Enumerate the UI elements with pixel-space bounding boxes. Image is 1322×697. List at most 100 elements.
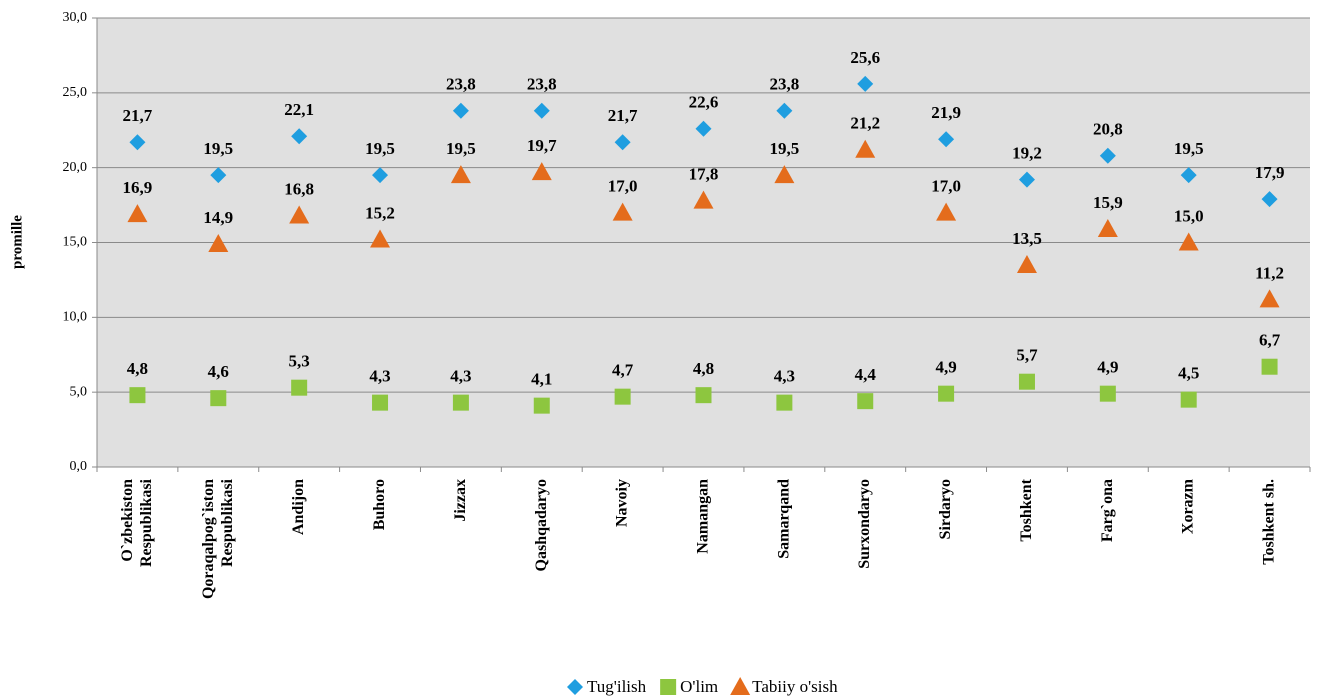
value-label: 15,0 (1174, 206, 1204, 225)
value-label: 4,7 (612, 361, 634, 380)
marker (450, 165, 471, 184)
value-label: 19,5 (446, 139, 476, 158)
marker (1178, 232, 1199, 251)
x-tick-label: Qashqadaryo (532, 479, 549, 571)
value-label: 19,7 (527, 136, 557, 155)
x-tick-label: Qoraqalpog`iston Respublikasi (199, 478, 235, 599)
marker (1259, 289, 1280, 308)
marker (693, 190, 714, 209)
value-label: 4,5 (1178, 364, 1199, 383)
marker (1099, 385, 1116, 402)
value-label: 4,8 (127, 359, 148, 378)
value-label: 4,9 (935, 358, 956, 377)
y-tick-label: 30,0 (63, 10, 88, 25)
y-tick-label: 0,0 (70, 459, 88, 474)
marker (938, 385, 955, 402)
value-label: 20,8 (1093, 120, 1123, 139)
marker (1261, 191, 1278, 208)
y-tick-label: 25,0 (63, 85, 88, 100)
marker (1097, 219, 1118, 238)
marker (1180, 167, 1197, 184)
marker (855, 139, 876, 158)
value-label: 17,0 (608, 176, 638, 195)
value-label: 4,9 (1097, 358, 1118, 377)
marker (289, 205, 310, 224)
marker (129, 387, 146, 404)
marker (660, 679, 677, 695)
x-tick-label: Surxondaryo (856, 479, 873, 569)
value-label: 15,2 (365, 203, 395, 222)
value-label: 4,1 (531, 370, 552, 389)
marker (210, 390, 227, 407)
value-label: 15,9 (1093, 193, 1123, 212)
marker (936, 202, 957, 221)
x-tick-label: Namangan (694, 479, 711, 554)
marker (210, 167, 227, 184)
value-label: 17,0 (931, 176, 961, 195)
value-label: 4,3 (450, 367, 471, 386)
marker (614, 388, 631, 405)
marker (531, 162, 552, 181)
value-label: 21,7 (123, 106, 153, 125)
marker (129, 134, 146, 151)
marker (1180, 391, 1197, 408)
x-tick-label: Farg`ona (1099, 479, 1116, 542)
marker (452, 394, 469, 411)
marker (372, 167, 389, 184)
marker (614, 134, 631, 151)
x-tick-label: Navoiy (613, 479, 630, 527)
marker (695, 387, 712, 404)
marker (857, 75, 874, 92)
y-tick-label: 15,0 (63, 235, 88, 250)
marker (695, 120, 712, 137)
value-label: 22,1 (284, 100, 314, 119)
value-label: 5,3 (289, 352, 310, 371)
x-tick-label: Sirdaryo (937, 479, 954, 539)
value-label: 19,5 (365, 139, 395, 158)
y-tick-label: 20,0 (63, 160, 88, 175)
marker (452, 102, 469, 119)
value-label: 21,9 (931, 103, 961, 122)
x-tick-label: Toshkent sh. (1260, 479, 1277, 565)
value-label: 16,8 (284, 179, 314, 198)
legend-label: Tug'ilish (587, 677, 647, 696)
value-label: 23,8 (446, 75, 476, 94)
value-label: 5,7 (1016, 346, 1038, 365)
value-label: 4,6 (208, 362, 229, 381)
value-label: 13,5 (1012, 229, 1042, 248)
marker (1018, 171, 1035, 188)
x-tick-label: Toshkent (1018, 478, 1035, 541)
x-tick-label: Jizzax (452, 479, 469, 522)
marker (127, 204, 148, 223)
value-label: 4,4 (855, 365, 877, 384)
value-label: 25,6 (850, 48, 880, 67)
value-label: 23,8 (527, 75, 557, 94)
x-tick-label: Andijon (290, 479, 307, 535)
marker (372, 394, 389, 411)
marker (776, 102, 793, 119)
marker (567, 679, 583, 695)
x-tick-label: Xorazm (1179, 478, 1196, 534)
legend-label: Tabiiy o'sish (752, 677, 838, 696)
value-label: 14,9 (203, 208, 233, 227)
marker (938, 131, 955, 148)
y-tick-label: 10,0 (63, 310, 88, 325)
marker (1261, 358, 1278, 375)
value-label: 19,5 (1174, 139, 1204, 158)
marker (857, 393, 874, 410)
value-label: 22,6 (689, 93, 719, 112)
value-label: 21,2 (850, 114, 880, 133)
marker (730, 677, 751, 695)
x-tick-label: Buhoro (371, 479, 388, 530)
marker (533, 102, 550, 119)
value-label: 19,5 (769, 139, 799, 158)
value-label: 17,8 (689, 164, 719, 183)
value-label: 4,8 (693, 359, 714, 378)
x-tick-label: Samarqand (775, 479, 792, 559)
marker (1099, 147, 1116, 164)
value-label: 23,8 (769, 75, 799, 94)
y-axis-label: promille (9, 215, 25, 269)
marker (291, 379, 308, 396)
marker (774, 165, 795, 184)
x-tick-label: O`zbekiston Respublikasi (119, 478, 155, 567)
